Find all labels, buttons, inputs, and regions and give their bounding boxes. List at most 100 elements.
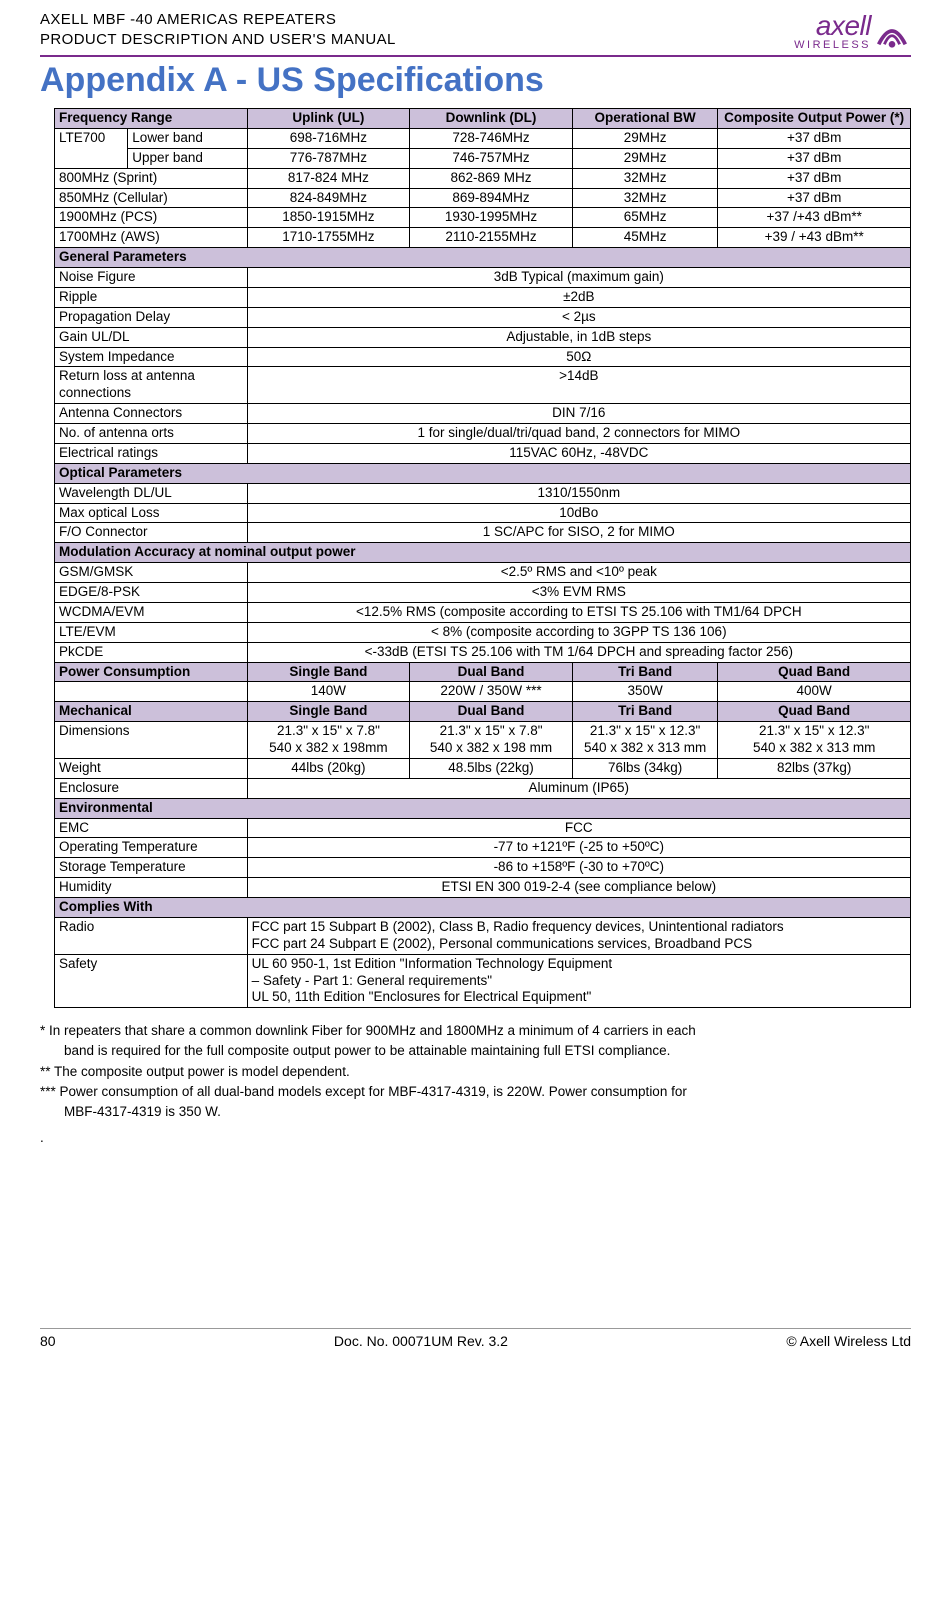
cell-lower-band: Lower band	[128, 129, 247, 148]
table-row: Dimensions 21.3" x 15" x 7.8" 540 x 382 …	[55, 722, 911, 759]
cell: Antenna Connectors	[55, 404, 248, 424]
section-power: Power Consumption Single Band Dual Band …	[55, 662, 911, 682]
cell: 50Ω	[247, 347, 910, 367]
table-row: Ripple±2dB	[55, 287, 911, 307]
table-row: EDGE/8-PSK<3% EVM RMS	[55, 583, 911, 603]
table-row: 1900MHz (PCS)1850-1915MHz1930-1995MHz65M…	[55, 208, 911, 228]
cell: 817-824 MHz	[247, 168, 410, 188]
cell: >14dB	[247, 367, 910, 404]
table-row: Noise Figure3dB Typical (maximum gain)	[55, 268, 911, 288]
footer-copyright: © Axell Wireless Ltd	[786, 1333, 911, 1349]
table-row: Radio FCC part 15 Subpart B (2002), Clas…	[55, 917, 911, 954]
cell: <3% EVM RMS	[247, 583, 910, 603]
cell: DIN 7/16	[247, 404, 910, 424]
table-row: 140W220W / 350W ***350W400W	[55, 682, 911, 702]
cell: +37 dBm	[718, 168, 911, 188]
cell: 10dBo	[247, 503, 910, 523]
cell: +39 / +43 dBm**	[718, 228, 911, 248]
cell: FCC part 15 Subpart B (2002), Class B, R…	[247, 917, 910, 954]
cell: 746-757MHz	[410, 148, 572, 167]
cell	[55, 682, 248, 702]
cell: 3dB Typical (maximum gain)	[247, 268, 910, 288]
cell: 29MHz	[573, 129, 718, 148]
cell: LTE/EVM	[55, 622, 248, 642]
header-line1: AXELL MBF -40 AMERICAS REPEATERS	[40, 10, 396, 30]
section-mechanical: Mechanical Single Band Dual Band Tri Ban…	[55, 702, 911, 722]
cell: Operating Temperature	[55, 838, 248, 858]
cell: <12.5% RMS (composite according to ETSI …	[247, 602, 910, 622]
page-header: AXELL MBF -40 AMERICAS REPEATERS PRODUCT…	[40, 10, 911, 57]
cell: ±2dB	[247, 287, 910, 307]
cell: Gain UL/DL	[55, 327, 248, 347]
table-row: GSM/GMSK<2.5º RMS and <10º peak	[55, 563, 911, 583]
cell: 21.3" x 15" x 12.3" 540 x 382 x 313 mm	[572, 722, 718, 759]
cell: Wavelength DL/UL	[55, 483, 248, 503]
table-row: Safety UL 60 950-1, 1st Edition "Informa…	[55, 954, 911, 1008]
cell: Storage Temperature	[55, 858, 248, 878]
cell: No. of antenna orts	[55, 424, 248, 444]
cell: 76lbs (34kg)	[572, 758, 718, 778]
cell: 48.5lbs (22kg)	[410, 758, 573, 778]
table-row: 850MHz (Cellular)824-849MHz869-894MHz32M…	[55, 188, 911, 208]
cell: +37 dBm	[718, 188, 911, 208]
table-row: LTE/EVM< 8% (composite according to 3GPP…	[55, 622, 911, 642]
logo-subtext: WIRELESS	[794, 39, 871, 51]
section-title: Mechanical	[55, 702, 248, 722]
cell: < 2µs	[247, 307, 910, 327]
cell: 350W	[572, 682, 718, 702]
cell: 728-746MHz	[410, 129, 572, 148]
cell: 115VAC 60Hz, -48VDC	[247, 443, 910, 463]
cell: 850MHz (Cellular)	[55, 188, 248, 208]
page-footer: 80 Doc. No. 00071UM Rev. 3.2 © Axell Wir…	[40, 1328, 911, 1349]
cell: Noise Figure	[55, 268, 248, 288]
cell: 1930-1995MHz	[410, 208, 573, 228]
header-title-block: AXELL MBF -40 AMERICAS REPEATERS PRODUCT…	[40, 10, 396, 51]
cell: Safety	[55, 954, 248, 1008]
logo-icon	[873, 12, 911, 50]
table-row: System Impedance50Ω	[55, 347, 911, 367]
cell: 32MHz	[572, 168, 718, 188]
footnotes: * In repeaters that share a common downl…	[40, 1022, 911, 1147]
col-tri: Tri Band	[572, 702, 718, 722]
section-env: Environmental	[55, 798, 911, 818]
logo: axell WIRELESS	[794, 10, 911, 51]
cell: 869-894MHz	[410, 188, 573, 208]
cell: 2110-2155MHz	[410, 228, 573, 248]
cell: <-33dB (ETSI TS 25.106 with TM 1/64 DPCH…	[247, 642, 910, 662]
cell: F/O Connector	[55, 523, 248, 543]
cell: +37 dBm	[718, 129, 910, 148]
footnote-1b: band is required for the full composite …	[40, 1042, 911, 1060]
cell: 1700MHz (AWS)	[55, 228, 248, 248]
table-row: 800MHz (Sprint)817-824 MHz862-869 MHz32M…	[55, 168, 911, 188]
footnote-3b: MBF-4317-4319 is 350 W.	[40, 1103, 911, 1121]
table-row: Electrical ratings115VAC 60Hz, -48VDC	[55, 443, 911, 463]
cell: 776-787MHz	[248, 148, 410, 167]
logo-text: axell	[794, 10, 871, 42]
section-general: General Parameters	[55, 248, 911, 268]
cell: 220W / 350W ***	[410, 682, 573, 702]
col-dual: Dual Band	[410, 662, 573, 682]
cell: 1850-1915MHz	[247, 208, 410, 228]
cell: +37 /+43 dBm**	[718, 208, 911, 228]
table-row: Antenna ConnectorsDIN 7/16	[55, 404, 911, 424]
cell: 862-869 MHz	[410, 168, 573, 188]
cell: 32MHz	[572, 188, 718, 208]
footnote-3a: *** Power consumption of all dual-band m…	[40, 1083, 911, 1101]
footnote-dot: .	[40, 1129, 911, 1147]
cell: UL 60 950-1, 1st Edition "Information Te…	[247, 954, 910, 1008]
col-dual: Dual Band	[410, 702, 573, 722]
table-row: Storage Temperature-86 to +158ºF (-30 to…	[55, 858, 911, 878]
footer-page: 80	[40, 1333, 56, 1349]
table-row: HumidityETSI EN 300 019-2-4 (see complia…	[55, 878, 911, 898]
freq-header-row: Frequency Range Uplink (UL) Downlink (DL…	[55, 109, 911, 129]
cell: 65MHz	[572, 208, 718, 228]
col-quad: Quad Band	[718, 662, 911, 682]
cell: 1710-1755MHz	[247, 228, 410, 248]
section-title: Complies With	[55, 898, 911, 918]
cell: 44lbs (20kg)	[247, 758, 410, 778]
cell: -86 to +158ºF (-30 to +70ºC)	[247, 858, 910, 878]
cell-upper-band: Upper band	[128, 148, 247, 167]
table-row: EMCFCC	[55, 818, 911, 838]
cell: 29MHz	[573, 148, 718, 167]
table-row: EnclosureAluminum (IP65)	[55, 778, 911, 798]
